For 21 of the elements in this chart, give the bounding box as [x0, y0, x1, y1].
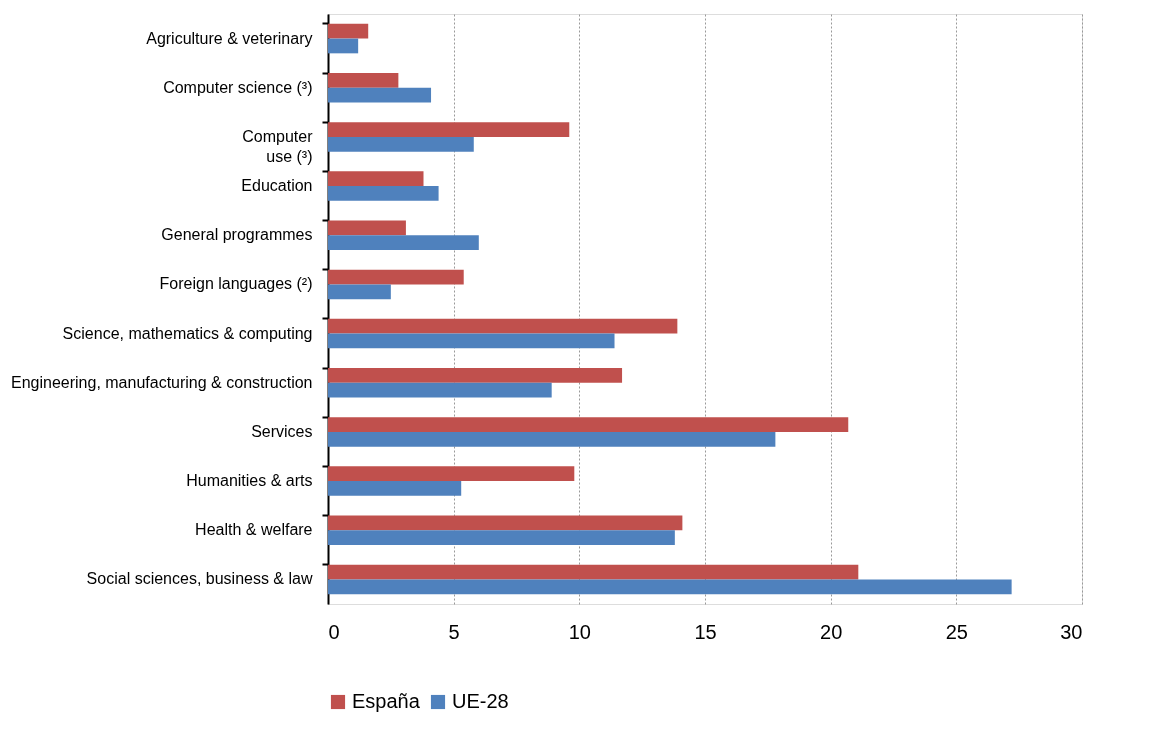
y-tick-label: Computer use (³)	[242, 127, 314, 165]
y-tick-label: Computer science (³)	[163, 78, 313, 96]
x-tick-label: 20	[820, 620, 843, 643]
x-tick-label: 30	[1060, 620, 1083, 643]
y-tick-label: Social sciences, business & law	[86, 570, 313, 588]
x-tick-label: 5	[448, 620, 460, 643]
y-tick-label: General programmes	[161, 226, 313, 244]
x-tick-label: 0	[328, 620, 340, 643]
x-tick-label: 15	[694, 620, 717, 643]
y-tick-label: Education	[241, 177, 313, 195]
y-tick-label: Agriculture & veterinary	[146, 29, 313, 47]
legend-label: UE-28	[452, 690, 509, 712]
y-tick-label: Humanities & arts	[186, 472, 313, 490]
y-tick-label: Science, mathematics & computing	[62, 324, 313, 342]
x-tick-label: 25	[945, 620, 968, 643]
y-tick-label: Foreign languages (²)	[159, 275, 313, 293]
y-tick-label: Services	[251, 422, 313, 440]
x-tick-label: 10	[568, 620, 591, 643]
legend-label: España	[352, 690, 421, 712]
y-tick-label: Engineering, manufacturing & construction	[10, 373, 313, 391]
y-tick-label: Health & welfare	[195, 521, 313, 539]
